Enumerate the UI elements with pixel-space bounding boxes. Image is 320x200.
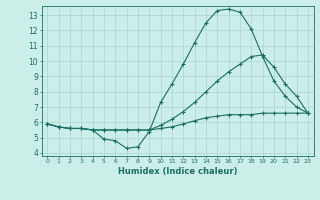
- X-axis label: Humidex (Indice chaleur): Humidex (Indice chaleur): [118, 167, 237, 176]
